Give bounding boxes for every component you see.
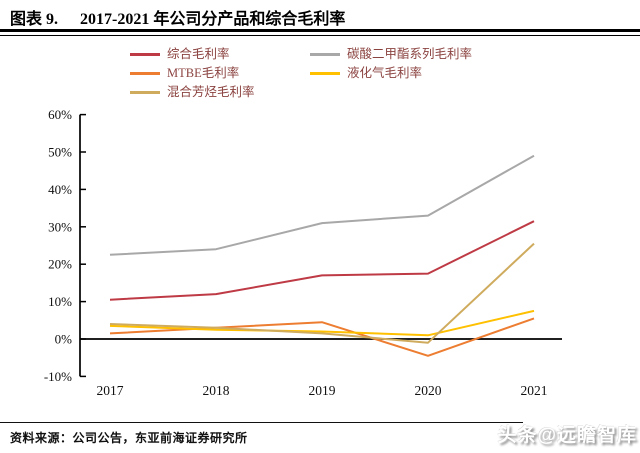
legend-line-swatch: [130, 72, 160, 75]
figure-title: 2017-2021 年公司分产品和综合毛利率: [80, 11, 346, 28]
y-tick-label: 30%: [48, 219, 72, 234]
series-line: [109, 317, 535, 357]
y-tick-label: 40%: [48, 182, 72, 197]
y-tick-label: 50%: [48, 145, 72, 160]
margin-line-chart: -10% 0% 10% 20% 30% 40% 50% 60% 2017 2018 2019 2020…: [44, 107, 562, 398]
x-tick-label: 2021: [521, 383, 548, 398]
series-line: [109, 154, 535, 256]
data-source-note: 资料来源：公司公告，东亚前海证券研究所: [10, 431, 248, 445]
series-line: [109, 309, 535, 337]
x-tick-label: 2020: [415, 383, 442, 398]
legend-label: 碳酸二甲酯系列毛利率: [347, 47, 473, 62]
watermark-badge: 头条@远瞻智库: [497, 425, 637, 446]
figure-header: 图表 9. 2017-2021 年公司分产品和综合毛利率: [10, 5, 345, 29]
y-tick-label: 0%: [55, 332, 73, 347]
legend-line-swatch: [310, 72, 340, 75]
y-tick-label: 10%: [48, 294, 72, 309]
legend-line-swatch: [130, 53, 160, 56]
series-line: [109, 242, 535, 344]
x-tick-label: 2017: [97, 383, 124, 398]
title-divider-rule: [0, 29, 640, 36]
legend-line-swatch: [310, 53, 340, 56]
x-tick-label: 2019: [309, 383, 336, 398]
legend-item: MTBE毛利率: [130, 66, 310, 81]
chart-legend: 综合毛利率 碳酸二甲酯系列毛利率 MTBE毛利率 液化气毛利率混合芳烃毛利率: [130, 47, 570, 100]
series-line: [109, 220, 535, 301]
legend-label: 液化气毛利率: [347, 66, 423, 81]
legend-item: 混合芳烃毛利率: [130, 85, 310, 100]
y-tick-label: 60%: [48, 107, 72, 122]
y-tick-label: 20%: [48, 257, 72, 272]
legend-label: 综合毛利率: [167, 47, 230, 62]
legend-item: 液化气毛利率: [310, 66, 570, 81]
y-tick-label: -10%: [44, 369, 72, 384]
x-tick-label: 2018: [203, 383, 230, 398]
legend-item: 碳酸二甲酯系列毛利率: [310, 47, 570, 62]
legend-label: 混合芳烃毛利率: [167, 85, 255, 100]
legend-item: 综合毛利率: [130, 47, 310, 62]
footer-divider-rule: [0, 422, 523, 423]
legend-label: MTBE毛利率: [167, 66, 240, 81]
legend-line-swatch: [130, 91, 160, 94]
figure-number-label: 图表 9.: [10, 11, 59, 28]
